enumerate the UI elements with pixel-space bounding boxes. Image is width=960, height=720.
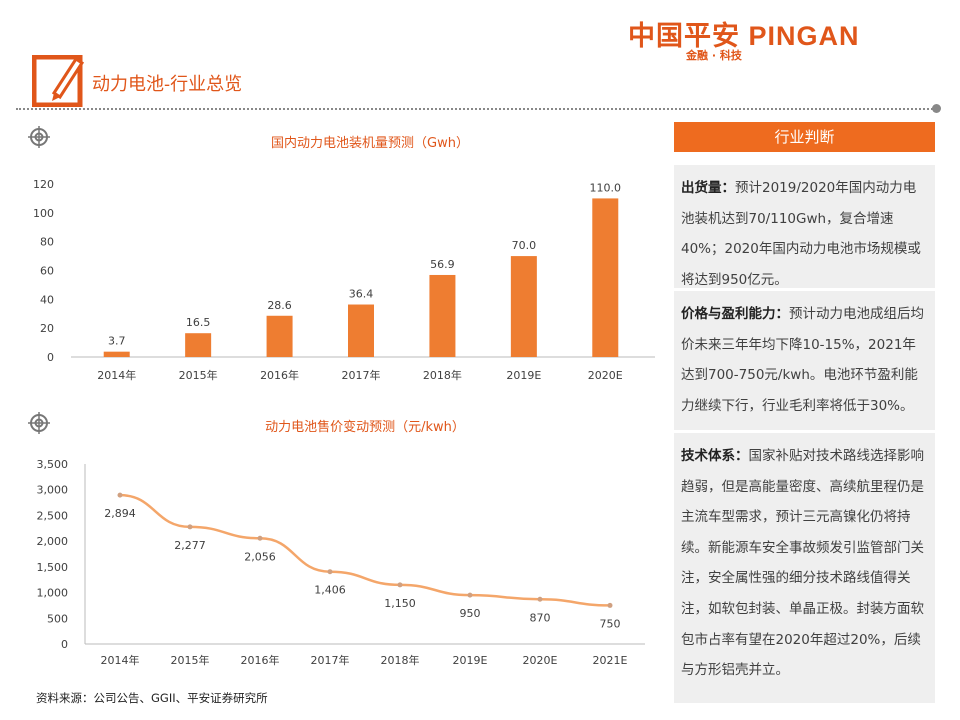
x-tick-label: 2016年 (241, 653, 280, 667)
panel-section-shipment: 出货量：预计2019/2020年国内动力电池装机达到70/110Gwh，复合增速… (674, 165, 935, 288)
bar (510, 256, 537, 357)
y-tick-label: 3,000 (37, 484, 69, 497)
y-tick-label: 2,500 (37, 509, 69, 522)
line-chart-title: 动力电池售价变动预测（元/kwh） (265, 420, 465, 435)
data-point (537, 596, 543, 602)
section-text: 预计2019/2020年国内动力电池装机达到70/110Gwh，复合增速40%；… (681, 180, 921, 288)
x-tick-label: 2019E (453, 654, 488, 667)
data-point (257, 535, 263, 541)
bar (266, 315, 293, 357)
y-tick-label: 3,500 (37, 458, 69, 471)
point-value-label: 2,056 (244, 550, 276, 563)
point-value-label: 870 (530, 611, 551, 624)
page-title: 动力电池-行业总览 (92, 74, 243, 95)
bar-value-label: 16.5 (186, 316, 211, 329)
section-text: 国家补贴对技术路线选择影响趋弱，但是高能量密度、高续航里程仍是主流车型需求，预计… (681, 448, 924, 679)
x-tick-label: 2015年 (171, 653, 210, 667)
bar (429, 274, 456, 357)
divider-end-dot (932, 104, 941, 113)
x-tick-label: 2016年 (260, 368, 299, 382)
y-tick-label: 0 (61, 638, 68, 651)
point-value-label: 2,277 (174, 539, 206, 552)
data-point (467, 592, 473, 598)
x-tick-label: 2020E (523, 654, 558, 667)
y-tick-label: 100 (33, 207, 54, 220)
point-value-label: 2,894 (104, 507, 136, 520)
bar-value-label: 36.4 (349, 288, 374, 301)
logo-tagline: 金融 · 科技 (686, 49, 742, 62)
x-tick-label: 2014年 (97, 368, 136, 382)
data-point (397, 582, 403, 588)
data-point (327, 569, 333, 575)
data-point (187, 524, 193, 530)
x-tick-label: 2014年 (101, 653, 140, 667)
section-label: 出货量： (681, 180, 735, 196)
section-label: 技术体系： (681, 448, 749, 464)
x-tick-label: 2017年 (311, 653, 350, 667)
point-value-label: 750 (600, 617, 621, 630)
edit-note-icon (32, 55, 84, 107)
x-tick-label: 2018年 (381, 653, 420, 667)
point-value-label: 1,406 (314, 584, 346, 597)
divider (16, 108, 936, 110)
data-point (117, 492, 123, 498)
bar-value-label: 110.0 (590, 181, 622, 194)
source-note: 资料来源：公司公告、GGII、平安证券研究所 (36, 691, 268, 705)
target-icon (28, 412, 50, 434)
y-tick-label: 20 (40, 322, 54, 335)
target-icon (28, 126, 50, 148)
y-tick-label: 2,000 (37, 535, 69, 548)
bar (103, 351, 130, 357)
x-tick-label: 2017年 (342, 368, 381, 382)
bar-value-label: 28.6 (267, 299, 292, 312)
x-tick-label: 2019E (506, 369, 541, 382)
bar-value-label: 70.0 (512, 239, 537, 252)
pingan-logo: 中国平安 PINGAN (628, 21, 860, 51)
section-label: 价格与盈利能力： (681, 306, 789, 322)
y-tick-label: 120 (33, 178, 54, 191)
bar (592, 198, 619, 357)
x-tick-label: 2018年 (423, 368, 462, 382)
point-value-label: 950 (460, 607, 481, 620)
bar (348, 304, 374, 357)
y-tick-label: 40 (40, 293, 54, 306)
charts: 0 20 40 60 80 100 120 3.7 2014年 16.5 2015年 28.6 2016… (33, 178, 655, 667)
y-tick-label: 60 (40, 265, 54, 278)
y-tick-label: 1,000 (37, 587, 69, 600)
x-tick-label: 2021E (593, 654, 628, 667)
panel-section-price: 价格与盈利能力：预计动力电池成组后均价未来三年年均下降10-15%，2021年达… (674, 291, 935, 430)
point-value-label: 1,150 (384, 597, 416, 610)
y-tick-label: 500 (47, 612, 68, 625)
panel-header: 行业判断 (674, 122, 935, 152)
y-tick-label: 0 (47, 351, 54, 364)
data-point (607, 602, 613, 608)
y-tick-label: 1,500 (37, 561, 69, 574)
section-text: 预计动力电池成组后均价未来三年年均下降10-15%，2021年达到700-750… (681, 306, 924, 414)
x-tick-label: 2015年 (179, 368, 218, 382)
panel-section-tech: 技术体系：国家补贴对技术路线选择影响趋弱，但是高能量密度、高续航里程仍是主流车型… (674, 433, 935, 703)
bar-chart-title: 国内动力电池装机量预测（Gwh） (271, 136, 469, 151)
bar (185, 333, 212, 357)
y-tick-label: 80 (40, 236, 54, 249)
x-tick-label: 2020E (588, 369, 623, 382)
bar-value-label: 56.9 (430, 258, 455, 271)
bar-value-label: 3.7 (108, 335, 126, 348)
